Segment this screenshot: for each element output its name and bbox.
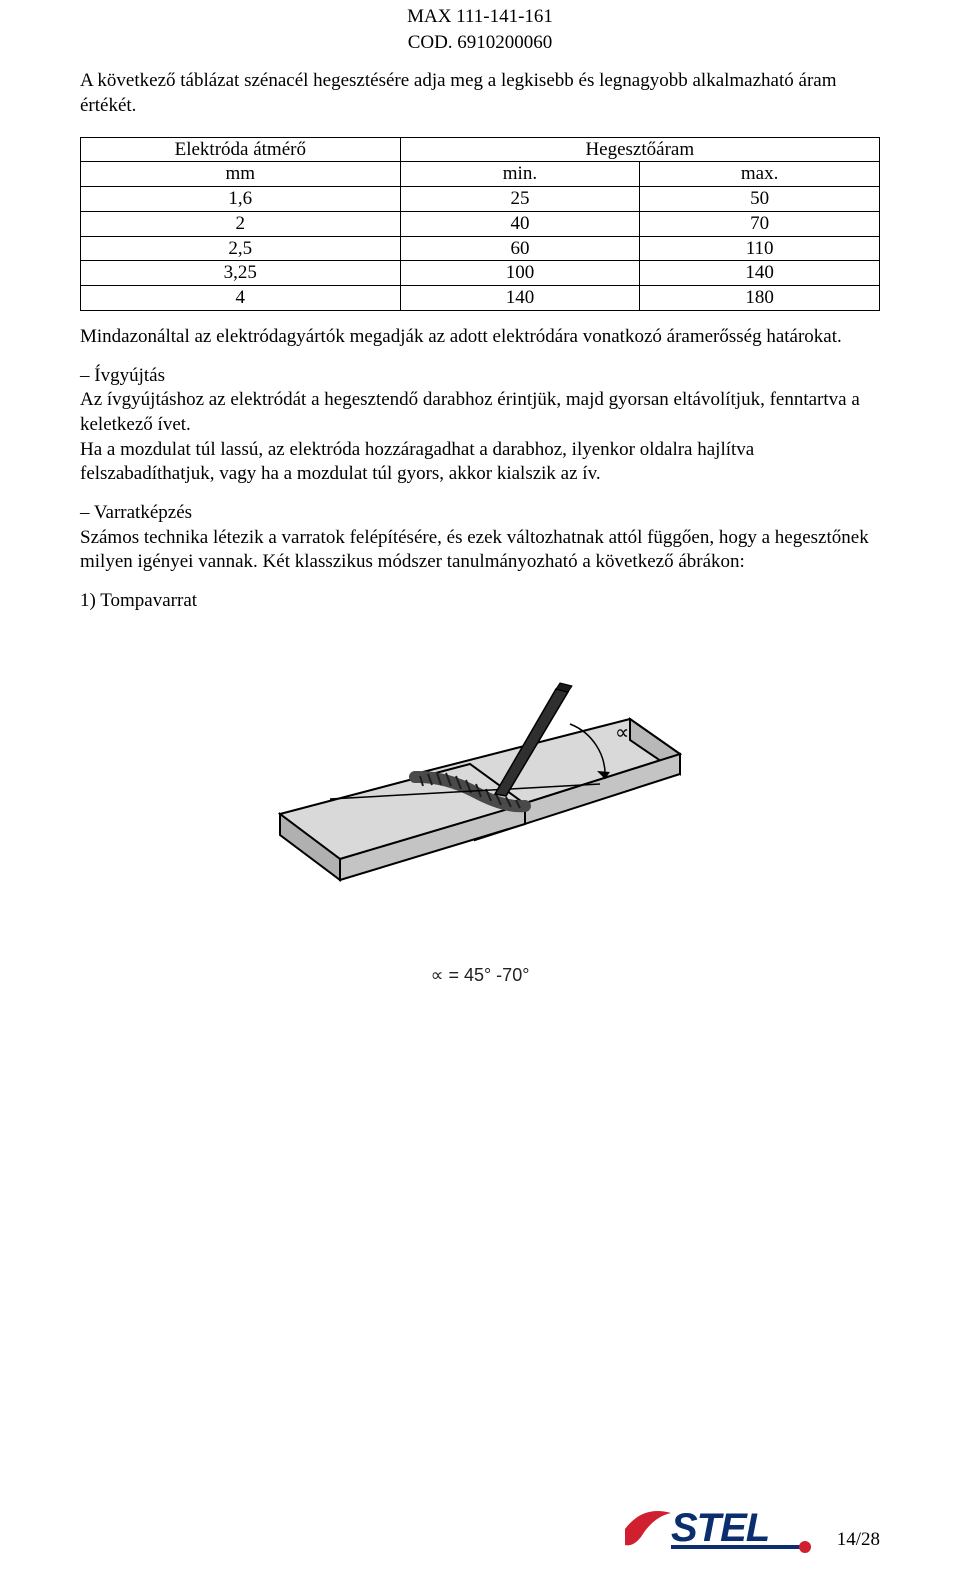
th-max: max.: [640, 162, 880, 187]
table-row: 2 40 70: [81, 211, 880, 236]
table-row: 2,5 60 110: [81, 236, 880, 261]
alpha-symbol: ∝: [615, 722, 629, 744]
cell-diameter: 3,25: [81, 261, 401, 286]
seam-formation-section: – Varratképzés Számos technika létezik a…: [80, 501, 880, 575]
arc-ignition-title: – Ívgyújtás: [80, 364, 880, 389]
seam-formation-body: Számos technika létezik a varratok felép…: [80, 527, 869, 573]
intro-paragraph: A következő táblázat szénacél hegesztésé…: [80, 69, 880, 118]
cell-min: 60: [400, 236, 640, 261]
page-footer: STEL 14/28: [80, 1497, 880, 1551]
cell-max: 70: [640, 211, 880, 236]
table-row: 4 140 180: [81, 286, 880, 311]
cell-max: 50: [640, 187, 880, 212]
angle-formula: ∝ = 45° -70°: [80, 965, 880, 986]
document-header: MAX 111-141-161 COD. 6910200060: [80, 0, 880, 55]
table-row: 3,25 100 140: [81, 261, 880, 286]
cell-max: 180: [640, 286, 880, 311]
weld-diagram-svg: ∝: [270, 664, 690, 924]
cell-diameter: 1,6: [81, 187, 401, 212]
table-row: 1,6 25 50: [81, 187, 880, 212]
cell-diameter: 2: [81, 211, 401, 236]
arc-ignition-body-2: Ha a mozdulat túl lassú, az elektróda ho…: [80, 439, 754, 485]
arc-ignition-section: – Ívgyújtás Az ívgyújtáshoz az elektródá…: [80, 364, 880, 487]
logo-dot-icon: [799, 1541, 811, 1553]
cell-min: 25: [400, 187, 640, 212]
electrode-current-table: Elektróda átmérő Hegesztőáram mm min. ma…: [80, 137, 880, 311]
th-mm: mm: [81, 162, 401, 187]
cell-max: 140: [640, 261, 880, 286]
header-line-1: MAX 111-141-161: [80, 4, 880, 30]
th-min: min.: [400, 162, 640, 187]
seam-formation-title: – Varratképzés: [80, 501, 880, 526]
butt-weld-diagram: ∝ ∝ = 45° -70°: [80, 664, 880, 986]
svg-text:STEL: STEL: [671, 1506, 769, 1550]
cell-min: 100: [400, 261, 640, 286]
logo-underline: [671, 1545, 801, 1549]
manufacturer-note: Mindazonáltal az elektródagyártók megadj…: [80, 325, 880, 350]
th-electrode-diameter: Elektróda átmérő: [81, 137, 401, 162]
page-number: 14/28: [837, 1529, 880, 1551]
table-header-row-2: mm min. max.: [81, 162, 880, 187]
cell-diameter: 2,5: [81, 236, 401, 261]
figure-1-label: 1) Tompavarrat: [80, 589, 880, 614]
cell-min: 40: [400, 211, 640, 236]
cell-min: 140: [400, 286, 640, 311]
th-welding-current: Hegesztőáram: [400, 137, 879, 162]
logo-text: STEL: [671, 1506, 769, 1550]
logo-swoosh-icon: [625, 1511, 671, 1545]
cell-diameter: 4: [81, 286, 401, 311]
cell-max: 110: [640, 236, 880, 261]
header-line-2: COD. 6910200060: [80, 30, 880, 56]
arc-ignition-body-1: Az ívgyújtáshoz az elektródát a hegeszte…: [80, 389, 860, 435]
table-header-row-1: Elektróda átmérő Hegesztőáram: [81, 137, 880, 162]
stel-logo: STEL: [623, 1497, 813, 1557]
